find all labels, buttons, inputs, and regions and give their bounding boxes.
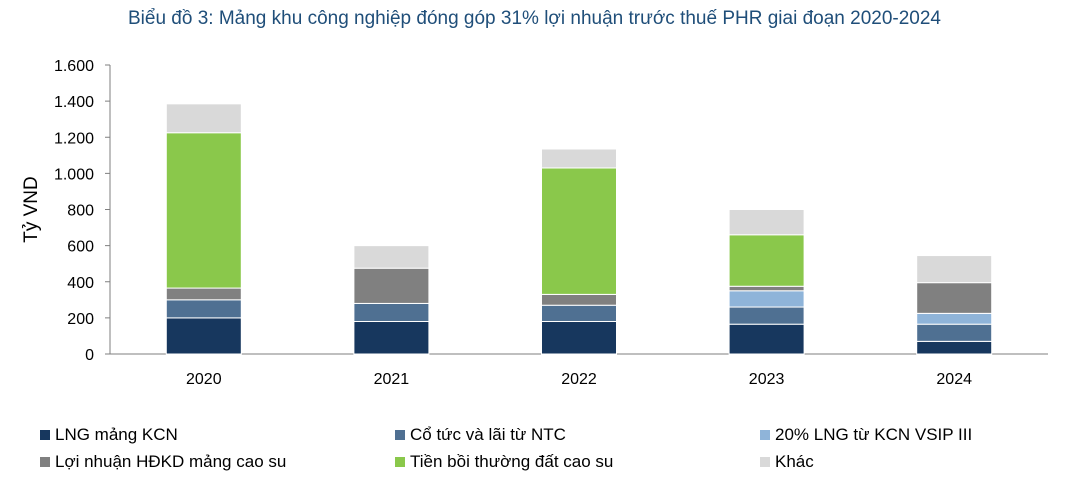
bar-segment (541, 293, 617, 306)
bar-segment (728, 209, 805, 236)
legend-item: Khác (760, 452, 814, 472)
bar-segment (165, 287, 242, 301)
y-tick-label: 200 (67, 311, 94, 328)
bar-segment (353, 245, 430, 269)
bar-segment (541, 148, 617, 169)
x-tick-label: 2022 (561, 371, 597, 388)
y-tick-label: 1.400 (54, 94, 94, 111)
legend-swatch (395, 457, 405, 467)
legend-label: 20% LNG từ KCN VSIP III (775, 425, 973, 444)
x-tick-label: 2023 (749, 371, 785, 388)
x-tick-label: 2024 (936, 371, 972, 388)
bar-segment (916, 282, 993, 314)
legend-item: Lợi nhuận HĐKD mảng cao su (40, 452, 286, 472)
legend-item: LNG mảng KCN (40, 425, 178, 445)
bar-segment (916, 312, 993, 325)
bar-segment (541, 304, 617, 322)
y-tick-label: 1.000 (54, 166, 94, 183)
bar-segment (728, 234, 805, 287)
legend-item: Cổ tức và lãi từ NTC (395, 425, 566, 445)
bar-segment (165, 317, 242, 355)
legend-swatch (40, 430, 50, 440)
x-tick-label: 2020 (186, 371, 222, 388)
bar-segment (916, 255, 993, 284)
bar-segment (541, 167, 617, 295)
bar-segment (728, 290, 805, 308)
y-tick-label: 800 (67, 203, 94, 220)
legend-swatch (395, 430, 405, 440)
bar-segment (541, 320, 617, 355)
bar-segment (353, 302, 430, 322)
legend-swatch (760, 430, 770, 440)
legend-label: Khác (775, 452, 814, 471)
bar-segment (165, 299, 242, 319)
tick-labels: 0 200 400 600 800 1.000 1.200 1.400 1.600 Tỷ VND 2… (21, 58, 972, 388)
bar-segment (916, 340, 993, 355)
y-tick-label: 1.600 (54, 58, 94, 75)
y-tick-label: 1.200 (54, 130, 94, 147)
legend-label: LNG mảng KCN (55, 425, 178, 444)
chart-plot: 0 200 400 600 800 1.000 1.200 1.400 1.600 Tỷ VND 2… (21, 58, 1048, 388)
legend-swatch (760, 457, 770, 467)
bar-segment (353, 320, 430, 355)
bars (165, 103, 993, 355)
chart-title: Biểu đồ 3: Mảng khu công nghiệp đóng góp… (128, 8, 941, 29)
legend-swatch (40, 457, 50, 467)
bar-segment (728, 323, 805, 355)
legend-item: Tiền bồi thường đất cao su (395, 452, 613, 472)
legend-label: Cổ tức và lãi từ NTC (410, 425, 566, 444)
y-tick-label: 600 (67, 239, 94, 256)
bar-segment (165, 132, 242, 289)
legend-label: Lợi nhuận HĐKD mảng cao su (55, 452, 287, 471)
bar-segment (165, 103, 242, 134)
x-tick-label: 2021 (374, 371, 410, 388)
legend-item: 20% LNG từ KCN VSIP III (760, 425, 972, 445)
bar-segment (916, 323, 993, 342)
y-tick-label: 400 (67, 275, 94, 292)
bar-segment (728, 306, 805, 325)
bar-segment (353, 267, 430, 304)
bar-segment (728, 285, 805, 292)
y-tick-label: 0 (85, 347, 94, 364)
y-axis-label: Tỷ VND (21, 176, 42, 243)
legend-label: Tiền bồi thường đất cao su (410, 452, 614, 471)
